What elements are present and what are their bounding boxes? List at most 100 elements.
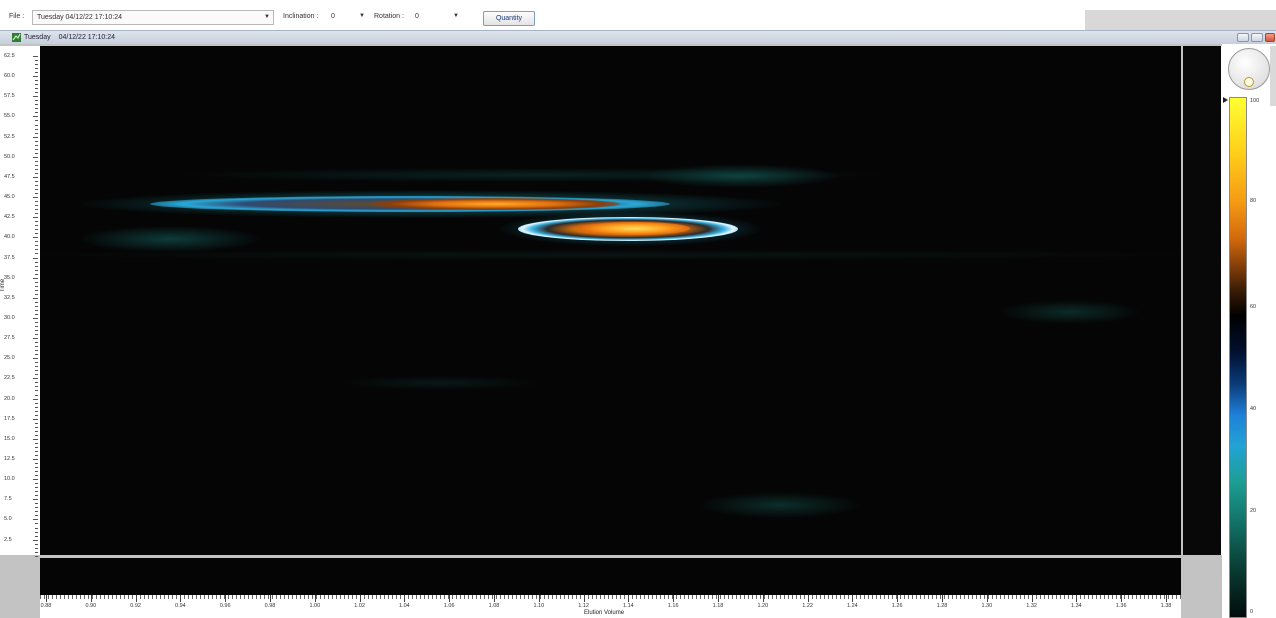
y-tick — [33, 378, 38, 380]
y-minor-tick — [35, 188, 38, 190]
minimize-icon[interactable] — [1237, 33, 1249, 42]
y-minor-tick — [35, 249, 38, 251]
colorbar-label: 100 — [1250, 98, 1260, 104]
x-tick — [538, 595, 540, 602]
y-tick — [33, 197, 38, 199]
close-icon[interactable] — [1265, 33, 1275, 42]
chevron-down-icon[interactable]: ▼ — [359, 13, 365, 19]
restore-icon[interactable] — [1251, 33, 1263, 42]
y-minor-tick — [35, 68, 38, 70]
faint-band — [80, 226, 260, 252]
y-minor-tick — [35, 172, 38, 174]
y-minor-tick — [35, 233, 38, 235]
faint-band — [1000, 300, 1140, 324]
x-tick — [986, 595, 988, 602]
y-minor-tick — [35, 475, 38, 477]
y-tick-label: 50.0 — [4, 153, 15, 160]
y-minor-tick — [35, 225, 38, 227]
x-tick-label: 0.90 — [85, 603, 97, 609]
y-tick-label: 15.0 — [4, 435, 15, 442]
faint-band — [340, 376, 540, 390]
y-minor-tick — [35, 374, 38, 376]
x-tick — [494, 595, 495, 602]
y-minor-tick — [35, 350, 38, 352]
y-tick-label: 27.5 — [4, 335, 15, 342]
y-minor-tick — [35, 467, 38, 469]
y-tick — [33, 398, 38, 400]
x-tick-label: 1.18 — [712, 603, 724, 609]
y-minor-tick — [35, 261, 38, 263]
frame-mid — [0, 555, 1222, 558]
inclination-value[interactable]: 0 — [331, 13, 335, 20]
colorbar-label: 20 — [1250, 508, 1257, 514]
x-tick — [135, 595, 137, 602]
y-tick-label: 60.0 — [4, 73, 15, 80]
y-minor-tick — [35, 362, 38, 364]
y-tick-label: 32.5 — [4, 294, 15, 301]
y-tick — [33, 418, 38, 420]
y-minor-tick — [35, 221, 38, 223]
panel-scrollbar[interactable] — [1270, 46, 1276, 106]
dial-knob-icon[interactable] — [1244, 77, 1254, 87]
x-axis-title: Elution Volume — [584, 610, 625, 616]
colorbar-label: 60 — [1250, 304, 1257, 310]
quantity-button[interactable]: Quantity — [483, 11, 535, 26]
y-minor-tick — [35, 555, 38, 557]
y-minor-tick — [35, 382, 38, 384]
y-minor-tick — [35, 201, 38, 203]
frame-top — [0, 44, 1222, 46]
x-tick-label: 0.94 — [175, 603, 186, 609]
frame-right-divider — [1181, 46, 1183, 618]
y-minor-tick — [35, 354, 38, 356]
y-tick-label: 10.0 — [4, 476, 15, 483]
y-tick — [33, 317, 38, 319]
y-tick-label: 30.0 — [4, 314, 15, 321]
y-minor-tick — [35, 531, 38, 533]
y-tick — [33, 338, 38, 340]
y-minor-tick — [35, 430, 38, 432]
y-minor-tick — [35, 386, 38, 388]
y-tick-label: 45.0 — [4, 194, 15, 201]
y-minor-tick — [35, 454, 38, 456]
rotation-label: Rotation : — [374, 13, 404, 20]
x-tick-label: 1.00 — [309, 603, 321, 609]
y-minor-tick — [35, 124, 38, 126]
y-minor-tick — [35, 72, 38, 74]
x-tick-label: 0.98 — [264, 603, 276, 609]
window-title-day: Tuesday — [24, 34, 51, 41]
y-minor-tick — [35, 160, 38, 162]
y-minor-tick — [35, 84, 38, 86]
y-tick — [33, 116, 38, 118]
file-select[interactable]: Tuesday 04/12/22 17:10:24 ▼ — [32, 10, 274, 25]
y-minor-tick — [35, 446, 38, 448]
y-minor-tick — [35, 108, 38, 110]
x-tick — [583, 595, 585, 602]
frame-bottom-right — [1181, 558, 1222, 618]
colorbar-marker-icon[interactable] — [1223, 97, 1228, 103]
y-tick — [33, 96, 38, 98]
colorbar-label: 40 — [1250, 406, 1257, 412]
y-minor-tick — [35, 313, 38, 315]
x-tick — [270, 595, 271, 602]
y-minor-tick — [35, 180, 38, 182]
app-icon — [12, 33, 21, 42]
y-minor-tick — [35, 326, 38, 327]
y-tick-label: 2.5 — [4, 536, 12, 543]
y-tick — [33, 56, 38, 57]
bottom-projection-strip — [40, 558, 1181, 595]
y-minor-tick — [35, 92, 38, 94]
y-minor-tick — [35, 193, 38, 195]
rotation-value[interactable]: 0 — [415, 13, 419, 20]
x-tick-label: 0.92 — [130, 603, 141, 609]
x-tick — [404, 595, 406, 602]
chevron-down-icon[interactable]: ▼ — [453, 13, 459, 19]
y-minor-tick — [35, 483, 38, 485]
colorbar-label: 80 — [1250, 198, 1257, 204]
y-minor-tick — [35, 273, 38, 275]
y-minor-tick — [35, 487, 38, 489]
x-tick — [897, 595, 899, 602]
x-tick-label: 1.36 — [1115, 603, 1127, 609]
heatmap-plot[interactable] — [40, 46, 1181, 555]
x-tick — [225, 595, 227, 602]
x-minor-ticks — [40, 595, 1181, 599]
